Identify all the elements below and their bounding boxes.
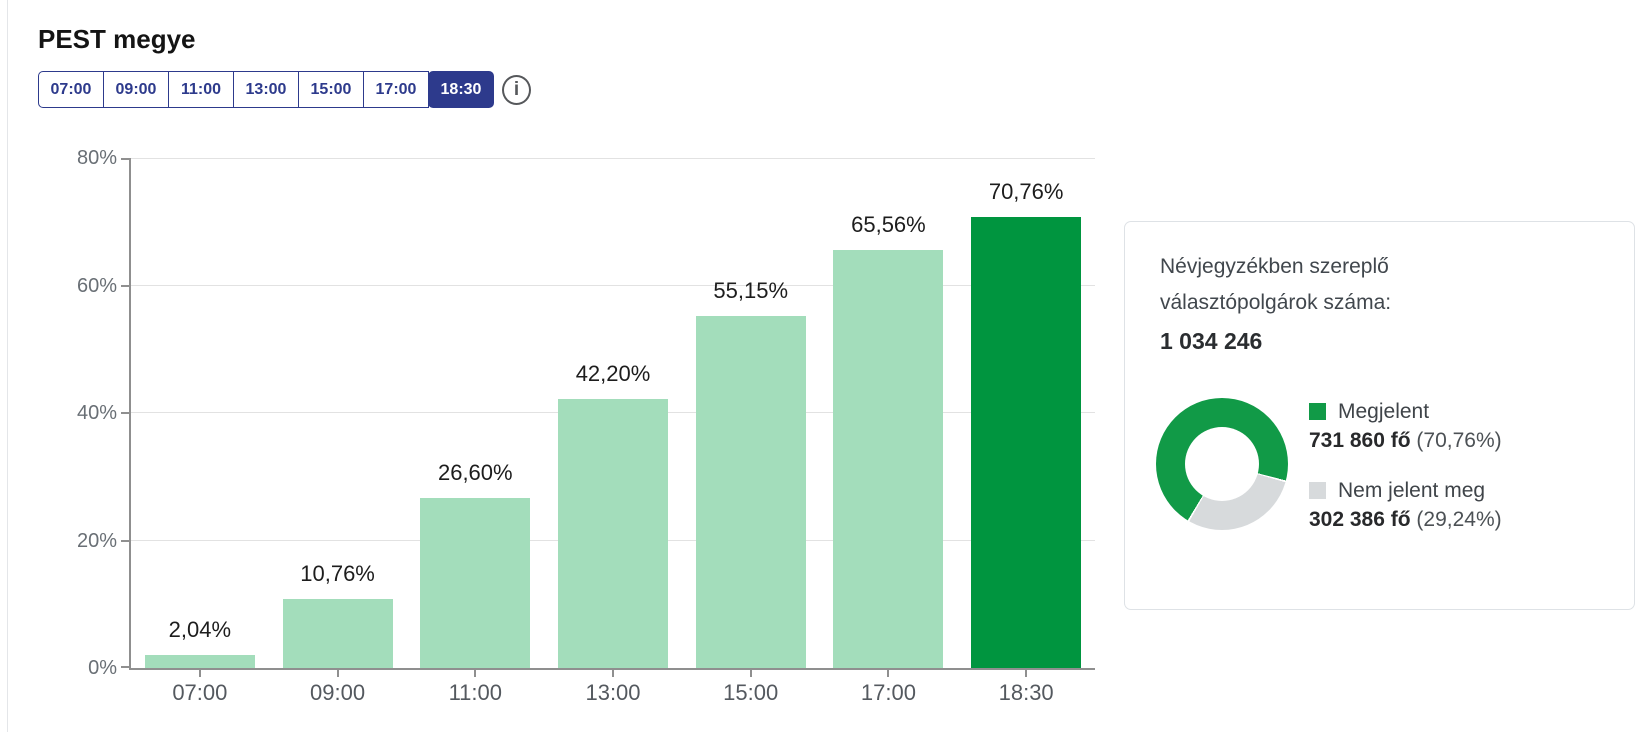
x-axis-label: 17:00: [860, 680, 916, 705]
info-icon[interactable]: i: [502, 75, 531, 105]
y-axis-label: 20%: [76, 529, 117, 552]
bar-value-label: 65,56%: [851, 212, 926, 237]
turnout-bar-chart: 0% 20% 40% 60% 80% 2,04% 07:00 10,76% 09:00 26,60…: [77, 147, 1095, 705]
summary-card: Névjegyzékben szereplő választópolgárok …: [1124, 221, 1635, 610]
y-axis-label: 0%: [88, 657, 117, 679]
y-tick: [121, 539, 129, 542]
bar-value-label: 42,20%: [575, 361, 651, 386]
registered-voters-block: Névjegyzékben szereplő választópolgárok …: [1160, 249, 1391, 358]
bar-1700[interactable]: [833, 250, 944, 668]
bar-value-label: 70,76%: [988, 179, 1064, 204]
x-tick: [749, 670, 752, 677]
bar-1830[interactable]: [971, 217, 1082, 668]
legend-label: Megjelent: [1338, 399, 1430, 423]
x-axis-label: 15:00: [723, 680, 779, 705]
bar-0700[interactable]: [144, 655, 255, 668]
time-tab-1100[interactable]: 11:00: [168, 71, 234, 108]
y-axis-label: 80%: [76, 147, 117, 169]
time-tab-0700[interactable]: 07:00: [38, 71, 104, 108]
time-tab-1300[interactable]: 13:00: [233, 71, 299, 108]
left-divider: [7, 0, 8, 732]
y-tick: [121, 284, 129, 287]
x-tick: [887, 670, 890, 677]
x-tick: [612, 670, 614, 677]
bar-0900[interactable]: [282, 599, 393, 668]
bar-1100[interactable]: [420, 498, 531, 668]
x-tick: [336, 670, 339, 677]
page-title: PEST megye: [38, 24, 196, 54]
x-axis-label: 09:00: [310, 680, 366, 705]
bar-1300[interactable]: [558, 399, 668, 668]
time-tab-1830[interactable]: 18:30: [428, 71, 494, 108]
time-tab-0900[interactable]: 09:00: [103, 71, 169, 108]
registered-voters-label-line1: Névjegyzékben szereplő: [1160, 255, 1389, 278]
legend-value: 302 386 fő (29,24%): [1309, 508, 1502, 531]
y-tick: [121, 412, 129, 414]
y-axis-label: 40%: [76, 402, 117, 424]
y-tick: [121, 666, 129, 668]
y-axis-label: 60%: [76, 274, 117, 297]
x-tick: [1025, 670, 1028, 677]
legend-label: Nem jelent meg: [1338, 478, 1486, 502]
legend-value-count: 302 386 fő: [1309, 508, 1411, 531]
bar-1500[interactable]: [695, 316, 806, 668]
legend-swatch: [1309, 403, 1326, 420]
bar-value-label: 55,15%: [713, 278, 789, 303]
time-tab-1500[interactable]: 15:00: [298, 71, 364, 108]
x-axis-label: 13:00: [585, 680, 641, 705]
time-tab-1700[interactable]: 17:00: [363, 71, 429, 108]
y-tick: [121, 158, 129, 160]
registered-voters-label-line2: választópolgárok száma:: [1160, 291, 1392, 314]
bar-value-label: 10,76%: [300, 561, 375, 586]
bar-value-label: 2,04%: [168, 617, 232, 642]
grid-line: [131, 158, 1095, 159]
donut-legend: Megjelent 731 860 fő (70,76%) Nem jelent m…: [1309, 398, 1502, 556]
bar-value-label: 26,60%: [437, 460, 513, 485]
x-tick: [198, 670, 201, 677]
x-axis-label: 07:00: [172, 680, 228, 705]
x-axis-label: 18:30: [998, 680, 1054, 705]
legend-item: Nem jelent meg 302 386 fő (29,24%): [1309, 477, 1502, 535]
legend-value-count: 731 860 fő: [1309, 429, 1411, 452]
time-tab-group: 07:00 09:00 11:00 13:00 15:00 17:00 18:30: [38, 71, 494, 108]
legend-item: Megjelent 731 860 fő (70,76%): [1309, 398, 1502, 456]
turnout-donut-chart[interactable]: [1156, 398, 1288, 530]
x-axis-label: 11:00: [448, 680, 502, 705]
legend-swatch: [1309, 482, 1326, 499]
grid-line: [131, 284, 1095, 286]
registered-voters-value: 1 034 246: [1160, 328, 1263, 354]
donut-hole: [1185, 427, 1259, 501]
legend-head: Nem jelent meg: [1309, 477, 1502, 504]
x-tick: [474, 670, 477, 677]
legend-head: Megjelent: [1309, 398, 1502, 425]
legend-value: 731 860 fő (70,76%): [1309, 429, 1502, 452]
